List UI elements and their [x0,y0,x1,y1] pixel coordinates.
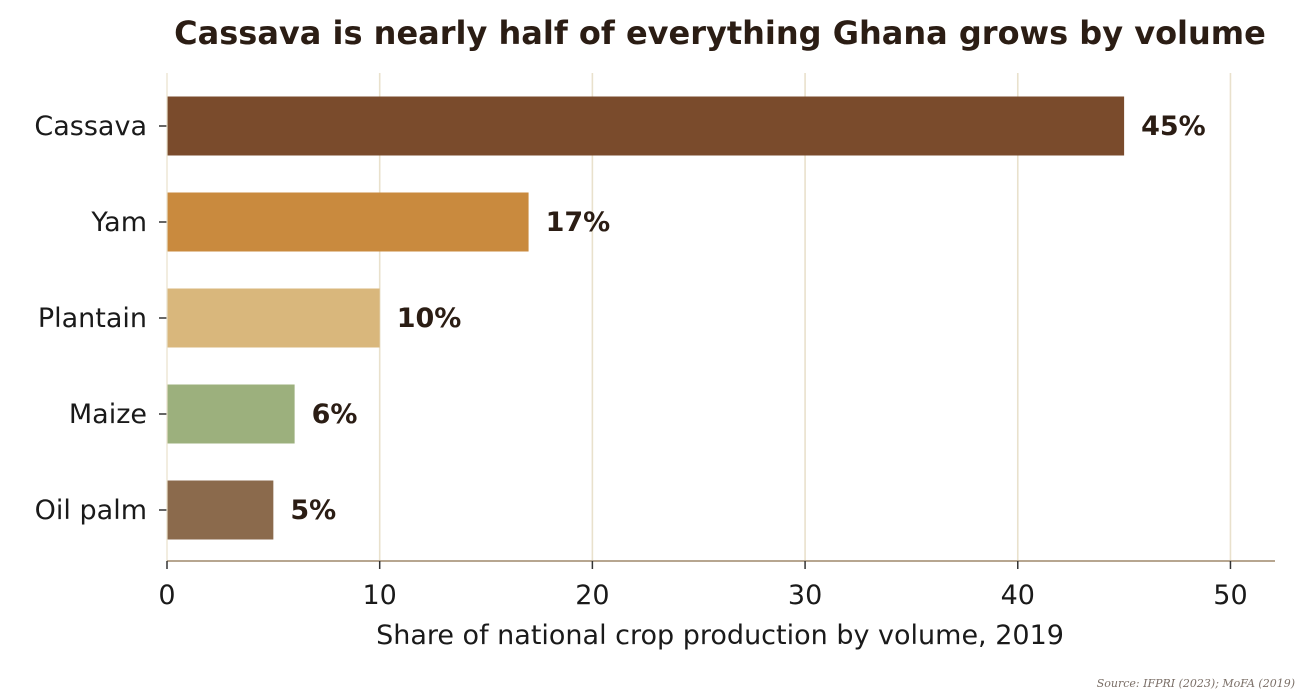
axes [159,73,1275,569]
x-tick-label: 10 [363,580,397,611]
category-label: Maize [69,399,147,430]
source-note: Source: IFPRI (2023); MoFA (2019) [1096,677,1295,690]
category-label: Plantain [38,303,147,334]
data-label: 5% [290,495,336,526]
labels: Cassava 45% Yam 17% Plantain 10% Maize 6% Oil pa… [34,111,1247,611]
bar-oil-palm [167,480,274,540]
category-label: Cassava [34,111,147,142]
x-tick-label: 20 [575,580,609,611]
x-tick-label: 40 [1001,580,1035,611]
data-label: 6% [312,399,358,430]
data-label: 45% [1141,111,1206,142]
bar-cassava [167,96,1125,156]
bars [167,96,1125,540]
bar-maize [167,384,295,444]
bar-plantain [167,288,380,348]
chart-title: Cassava is nearly half of everything Gha… [174,14,1266,52]
data-label: 10% [397,303,462,334]
x-tick-label: 0 [158,580,175,611]
category-label: Oil palm [35,495,147,526]
bar-yam [167,192,529,252]
category-label: Yam [90,207,147,238]
x-tick-label: 30 [788,580,822,611]
x-axis-label: Share of national crop production by vol… [376,620,1064,651]
x-tick-label: 50 [1213,580,1247,611]
data-label: 17% [546,207,611,238]
